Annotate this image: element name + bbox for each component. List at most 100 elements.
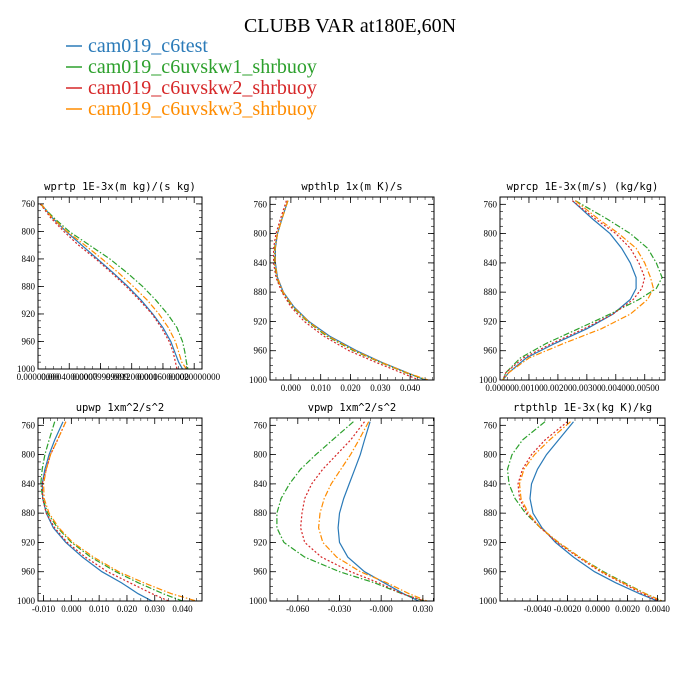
series-line <box>502 200 663 380</box>
plot-frame <box>37 196 203 370</box>
series-group <box>506 421 663 601</box>
x-tick-label: 0.030 <box>370 383 391 393</box>
y-tick-label: 840 <box>484 479 498 489</box>
x-tick-label: 0.040 <box>400 383 421 393</box>
x-tick-label: 0.000 <box>281 383 302 393</box>
panel-title: rtpthlp 1E-3x(kg K)/kg <box>513 402 652 414</box>
y-tick-label: 920 <box>484 537 498 547</box>
panel-title: wprcp 1E-3x(m/s) (kg/kg) <box>507 181 659 193</box>
y-tick-label: 1000 <box>249 596 268 606</box>
panel-title: wpthlp 1x(m K)/s <box>301 181 402 193</box>
figure-title: CLUBB VAR at180E,60N <box>244 15 456 37</box>
legend-entry: cam019_c6uvskw1_shrbuoy <box>66 56 317 78</box>
y-tick-label: 960 <box>22 567 36 577</box>
x-tick-label: 0.000 <box>61 604 82 614</box>
series-line <box>317 421 428 601</box>
x-tick-label: 0.0000 <box>585 604 610 614</box>
y-tick-label: 1000 <box>17 364 36 374</box>
series-line <box>274 200 426 380</box>
series-line <box>517 421 660 601</box>
y-tick-label: 800 <box>484 450 498 460</box>
y-tick-label: 880 <box>484 287 498 297</box>
y-tick-label: 880 <box>22 281 36 291</box>
x-tick-label: -0.0020 <box>554 604 582 614</box>
y-tick-label: 1000 <box>249 375 268 385</box>
x-tick-label: 0.0040 <box>645 604 670 614</box>
series-line <box>42 421 197 601</box>
series-line <box>39 203 189 369</box>
series-line <box>273 200 420 380</box>
series-group <box>276 421 428 601</box>
y-tick-label: 880 <box>254 287 268 297</box>
plot-frame <box>269 417 435 602</box>
y-tick-label: 760 <box>22 199 36 209</box>
x-tick-label: 0.020 <box>340 383 361 393</box>
y-tick-label: 960 <box>254 346 268 356</box>
x-tick-label: 0.00300 <box>572 383 602 393</box>
series-line <box>502 200 646 380</box>
chart-panel: vpwp 1xm^2/s^2 760 800 840 880 920 960 1000 -0.0… <box>249 402 435 614</box>
x-tick-label: 0.020 <box>117 604 138 614</box>
plot-frame <box>499 196 666 381</box>
legend: cam019_c6testcam019_c6uvskw1_shrbuoycam0… <box>66 35 317 120</box>
panel-title: upwp 1xm^2/s^2 <box>76 402 165 414</box>
series-line <box>529 421 658 601</box>
legend-entry: cam019_c6uvskw3_shrbuoy <box>66 98 317 120</box>
x-tick-label: -0.030 <box>328 604 352 614</box>
legend-entry: cam019_c6test <box>66 35 208 57</box>
series-line <box>40 203 184 369</box>
y-tick-label: 840 <box>484 258 498 268</box>
x-tick-label: 0.0016000000 <box>137 372 189 382</box>
y-tick-label: 920 <box>22 537 36 547</box>
x-tick-label: 0.00000 <box>485 383 515 393</box>
y-tick-label: 920 <box>22 309 36 319</box>
series-line <box>502 200 637 380</box>
series-group <box>39 203 189 369</box>
chart-panel: upwp 1xm^2/s^2 760 800 840 880 920 960 1000-0.0… <box>17 402 203 614</box>
y-tick-label: 920 <box>254 537 268 547</box>
y-tick-label: 840 <box>22 254 36 264</box>
y-tick-label: 760 <box>484 199 498 209</box>
x-tick-label: -0.0040 <box>524 604 552 614</box>
series-line <box>276 421 425 601</box>
y-tick-label: 840 <box>254 479 268 489</box>
panel-grid: wprtp 1E-3x(m kg)/(s kg) 760 800 840 880 920 9… <box>17 181 671 614</box>
series-line <box>41 421 169 601</box>
plot-frame <box>269 196 435 381</box>
x-tick-label: 0.00040000000 <box>41 372 98 382</box>
y-tick-label: 1000 <box>479 375 498 385</box>
y-tick-label: 800 <box>22 226 36 236</box>
panel-title: vpwp 1xm^2/s^2 <box>308 402 397 414</box>
x-tick-label: -0.060 <box>286 604 310 614</box>
legend-label: cam019_c6uvskw1_shrbuoy <box>88 56 317 78</box>
x-tick-label: 0.0020 <box>615 604 640 614</box>
y-tick-label: 880 <box>254 508 268 518</box>
x-tick-label: 0.010 <box>89 604 110 614</box>
y-tick-label: 960 <box>22 336 36 346</box>
x-tick-label: 0.030 <box>145 604 166 614</box>
x-tick-label: 0.00200 <box>543 383 573 393</box>
x-tick-label: -0.010 <box>32 604 56 614</box>
legend-label: cam019_c6uvskw2_shrbuoy <box>88 77 317 99</box>
series-group <box>502 200 663 380</box>
y-tick-label: 800 <box>22 450 36 460</box>
x-tick-label: 0.030 <box>413 604 434 614</box>
y-tick-label: 760 <box>22 420 36 430</box>
y-tick-label: 840 <box>254 258 268 268</box>
y-tick-label: 800 <box>254 229 268 239</box>
x-tick-label: 0.040 <box>172 604 193 614</box>
y-tick-label: 840 <box>22 479 36 489</box>
x-tick-label: 0.00400 <box>601 383 631 393</box>
series-group <box>40 421 197 601</box>
y-tick-label: 920 <box>254 316 268 326</box>
series-line <box>39 203 178 369</box>
x-tick-label: -0.000 <box>370 604 394 614</box>
x-tick-label: 0.00000000 <box>17 372 60 382</box>
y-tick-label: 960 <box>484 346 498 356</box>
series-line <box>502 200 655 380</box>
y-tick-label: 1000 <box>479 596 498 606</box>
x-tick-label: 0.00500 <box>630 383 660 393</box>
y-tick-label: 960 <box>484 567 498 577</box>
series-line <box>299 421 425 601</box>
